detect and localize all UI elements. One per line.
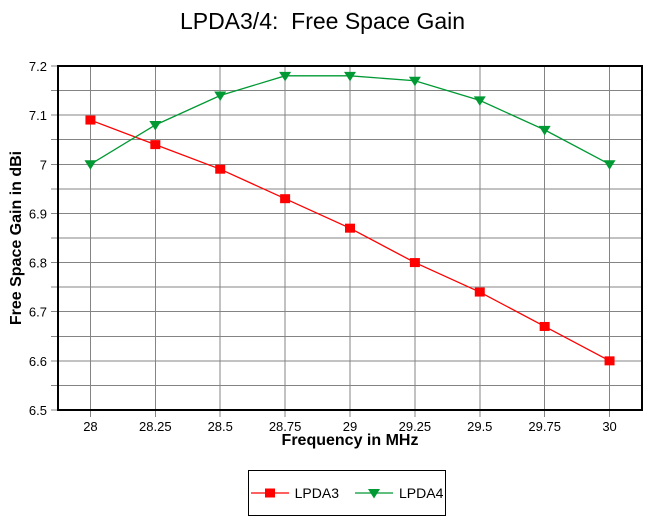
data-point-lpda3 [409,258,420,268]
x-tick-label: 29.5 [467,419,492,434]
y-tick-label: 6.5 [29,403,47,418]
data-point-lpda3 [539,321,550,331]
y-tick-label: 6.7 [29,305,47,320]
legend: LPDA3 LPDA4 [248,470,446,516]
data-point-lpda4 [149,120,162,131]
data-point-lpda4 [473,96,486,106]
plot-border [57,65,643,411]
x-tick-label: 30 [602,419,616,434]
x-tick-label: 29.75 [528,419,561,434]
data-point-lpda3 [150,140,161,150]
data-point-lpda4 [279,71,292,82]
data-point-lpda3 [474,287,485,297]
y-tick-label: 6.6 [29,354,47,369]
x-tick-label: 28.25 [139,419,172,434]
data-point-lpda4 [214,91,227,101]
y-tick-label: 7.1 [29,108,47,123]
data-point-lpda3 [215,164,226,174]
y-tick-label: 7 [40,157,47,172]
x-tick-label: 28 [83,419,97,434]
y-tick-label: 7.2 [29,59,47,74]
x-tick-label: 29 [343,419,357,434]
x-tick-label: 29.25 [399,419,432,434]
data-point-lpda3 [604,356,615,366]
y-tick-label: 6.9 [29,206,47,221]
legend-marker-svg [250,488,289,498]
legend-label-lpda3: LPDA3 [294,485,339,501]
chart-title: LPDA3/4: Free Space Gain [179,8,466,34]
legend-marker-svg [355,489,393,499]
data-point-lpda4 [344,71,356,82]
data-point-lpda4 [538,125,551,136]
x-tick-label: 28.75 [269,419,302,434]
lpda3-square-marker-icon [250,487,289,499]
legend-label-lpda4: LPDA4 [399,485,444,501]
data-point-lpda4 [84,160,97,170]
x-tick-label: 28.5 [208,419,233,434]
legend-item-lpda3: LPDA3 [250,485,339,501]
data-point-lpda3 [345,223,355,233]
data-point-lpda4 [603,160,616,170]
data-point-lpda4 [408,76,421,87]
data-point-lpda3 [85,115,96,125]
legend-item-lpda4: LPDA4 [355,485,443,501]
lpda4-triangle-marker-icon [355,487,393,499]
data-point-lpda3 [280,194,291,204]
y-tick-label: 6.8 [29,256,47,271]
y-axis-label: Free Space Gain in dBi [8,150,25,326]
x-axis-label: Frequency in MHz [281,432,419,449]
